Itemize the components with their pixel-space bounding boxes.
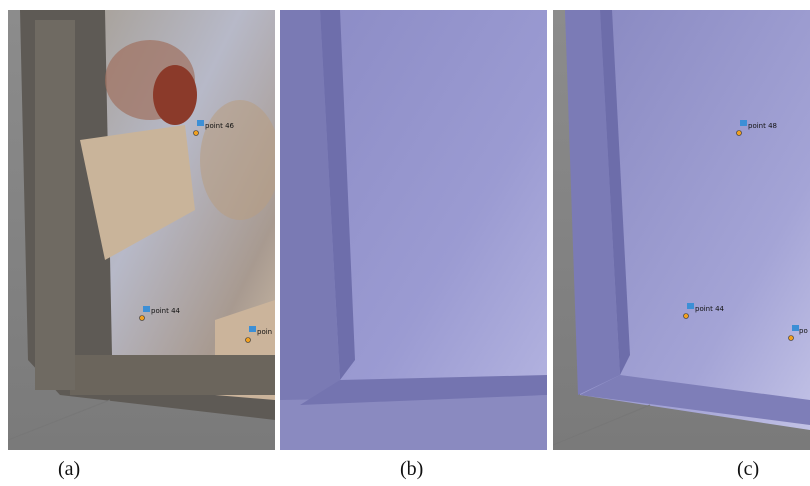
point-marker: point 48 xyxy=(736,120,777,136)
panel-c xyxy=(553,10,810,450)
point-marker: poin xyxy=(245,326,272,343)
point-marker: point 44 xyxy=(683,303,725,319)
point-label: point 48 xyxy=(748,122,777,130)
point-label: point 44 xyxy=(695,305,725,313)
panel-caption: (b) xyxy=(400,458,424,480)
point-marker: po xyxy=(788,325,808,341)
point-label: poin xyxy=(257,328,272,336)
point-marker: point 46 xyxy=(193,120,235,136)
point-label: point 46 xyxy=(205,122,235,130)
point-label: point 44 xyxy=(151,307,181,315)
panel-caption: (a) xyxy=(58,458,81,480)
point-marker: point 44 xyxy=(139,306,181,321)
panel-a xyxy=(8,10,275,450)
panel-b xyxy=(280,10,547,450)
point-label: po xyxy=(799,327,808,335)
panel-caption: (c) xyxy=(737,458,760,480)
